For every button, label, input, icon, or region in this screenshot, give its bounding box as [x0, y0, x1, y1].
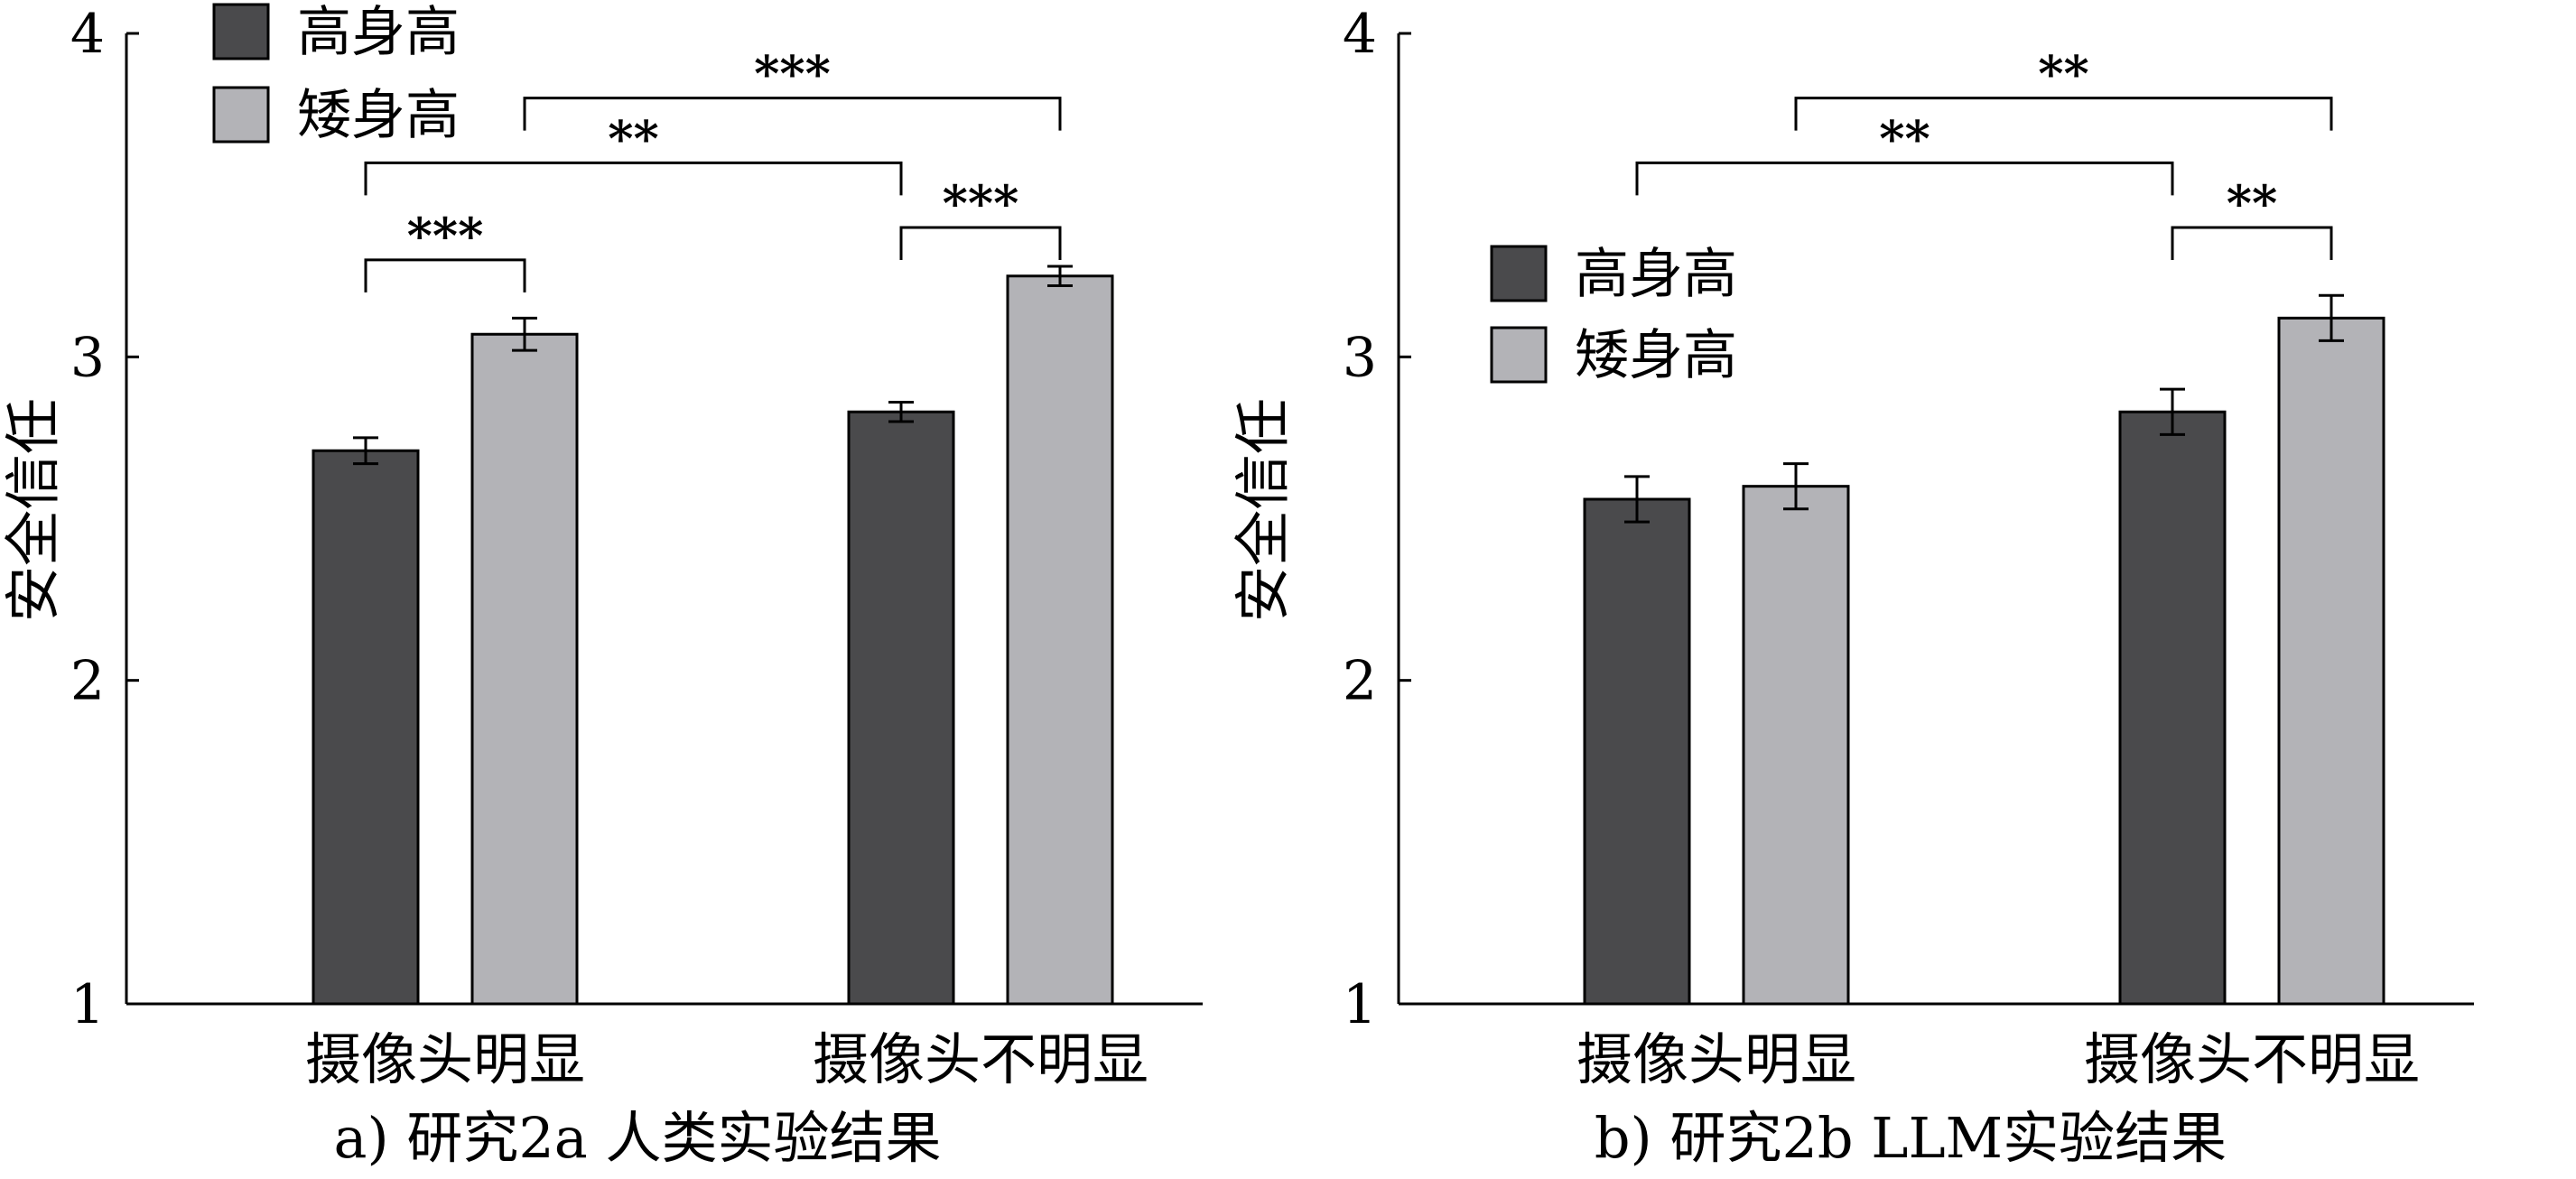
y-tick-label: 3	[70, 326, 105, 389]
bar-short	[470, 332, 579, 1006]
chart-a-caption: a) 研究2a 人类实验结果	[334, 1105, 942, 1171]
y-tick-label: 2	[1343, 650, 1377, 713]
legend-label: 矮身高	[297, 84, 460, 147]
bar-tall	[1583, 497, 1691, 1006]
significance-bracket	[523, 97, 1062, 131]
significance-label: ***	[754, 45, 831, 103]
significance-bracket	[1794, 97, 2333, 131]
significance-label: **	[608, 109, 658, 167]
y-tick-label: 2	[70, 650, 105, 713]
legend-label: 高身高	[297, 1, 460, 64]
bar-short	[1742, 485, 1850, 1006]
y-tick-label: 4	[1343, 3, 1377, 66]
legend-label: 矮身高	[1575, 324, 1737, 387]
chart-a-ylabel: 安全信任	[0, 398, 66, 622]
chart-b-caption: b) 研究2b LLM实验结果	[1595, 1105, 2227, 1171]
legend-swatch	[212, 3, 270, 60]
significance-label: ***	[943, 174, 1019, 232]
bar-tall	[847, 410, 955, 1006]
chart-panel-b: b) 研究2b LLM实验结果 安全信任 1 2 3 4 摄像头明显 摄像头不明显 ** **…	[1230, 3, 2474, 1171]
significance-bracket	[1635, 161, 2174, 196]
significance-label: **	[2227, 174, 2277, 232]
legend-swatch	[1490, 326, 1548, 384]
significance-bracket	[364, 161, 903, 196]
significance-bracket	[2171, 226, 2333, 260]
legend-swatch	[212, 86, 270, 144]
bar-short	[2277, 316, 2385, 1006]
y-tick-label: 4	[70, 3, 105, 66]
bar-tall	[312, 449, 420, 1006]
bar-short	[1006, 274, 1114, 1006]
significance-label: ***	[407, 207, 484, 265]
y-tick-label: 3	[1343, 326, 1377, 389]
x-category-label: 摄像头不明显	[2084, 1026, 2420, 1092]
bar-tall	[2118, 410, 2227, 1006]
significance-bracket	[364, 258, 526, 292]
x-category-label: 摄像头明显	[1576, 1026, 1856, 1092]
significance-label: **	[2038, 45, 2088, 103]
x-category-label: 摄像头明显	[305, 1026, 585, 1092]
y-tick-label: 1	[70, 973, 105, 1036]
x-category-label: 摄像头不明显	[813, 1026, 1149, 1092]
y-tick-label: 1	[1343, 973, 1377, 1036]
legend-swatch	[1490, 245, 1548, 302]
chart-b-ylabel: 安全信任	[1230, 398, 1296, 622]
significance-label: **	[1879, 109, 1930, 167]
significance-bracket	[899, 226, 1062, 260]
legend-label: 高身高	[1575, 243, 1737, 306]
